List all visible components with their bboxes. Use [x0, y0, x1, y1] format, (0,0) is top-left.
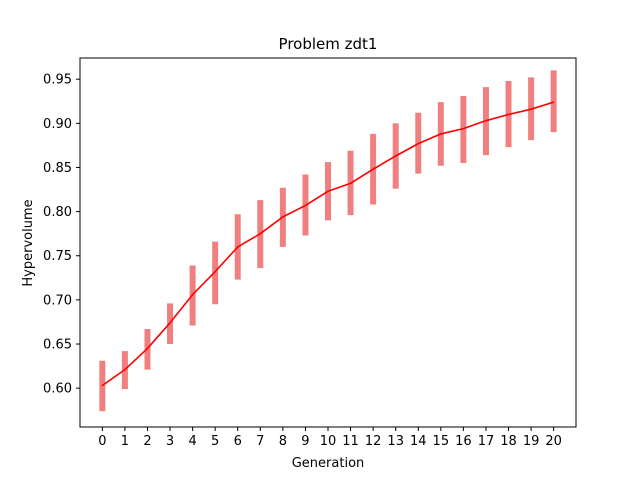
data-point — [372, 168, 374, 171]
data-point — [282, 216, 284, 218]
y-tick-label: 0.95 — [43, 73, 72, 88]
data-point — [259, 232, 262, 235]
series-line-group — [101, 101, 555, 387]
data-point — [440, 133, 442, 135]
x-tick-label: 9 — [301, 434, 309, 449]
data-point — [236, 246, 239, 248]
y-tick-label: 0.60 — [43, 382, 72, 397]
data-point — [507, 113, 510, 116]
x-tick-label: 12 — [365, 434, 382, 449]
x-tick-label: 14 — [410, 434, 427, 449]
x-axis-title: Generation — [292, 456, 365, 471]
y-tick-label: 0.90 — [43, 117, 72, 132]
data-point — [304, 204, 307, 207]
x-tick-label: 10 — [320, 434, 337, 449]
y-tick-label: 0.65 — [43, 338, 72, 353]
x-tick-label: 0 — [98, 434, 106, 449]
x-tick-label: 11 — [342, 434, 359, 449]
y-tick-label: 0.85 — [43, 161, 72, 176]
data-point — [417, 142, 420, 145]
data-point — [169, 322, 171, 324]
chart-title: Problem zdt1 — [279, 35, 378, 53]
x-tick-label: 1 — [121, 434, 129, 449]
data-point — [146, 347, 149, 350]
x-tick-label: 3 — [166, 434, 174, 449]
x-tick-label: 7 — [256, 434, 264, 449]
data-point — [124, 368, 126, 371]
data-point — [327, 190, 329, 193]
x-tick-label: 4 — [188, 434, 196, 449]
y-tick-label: 0.75 — [43, 249, 72, 264]
y-axis: 0.60 0.65 0.70 0.75 0.80 0.85 0.90 0.95 — [43, 73, 80, 397]
data-point — [214, 270, 216, 273]
x-tick-label: 16 — [455, 434, 472, 449]
x-tick-label: 17 — [478, 434, 495, 449]
x-tick-label: 20 — [545, 434, 562, 449]
data-point — [485, 119, 487, 122]
y-tick-label: 0.70 — [43, 293, 72, 308]
data-point — [191, 293, 194, 296]
data-point — [349, 182, 352, 185]
x-tick-label: 2 — [143, 434, 151, 449]
x-tick-label: 8 — [279, 434, 287, 449]
data-point — [394, 155, 397, 157]
data-point — [530, 108, 532, 111]
x-axis: 0 1 2 3 4 5 6 7 8 9 10 11 12 13 14 15 16 17 18 19 20 — [98, 427, 562, 449]
data-point — [101, 384, 104, 387]
x-tick-label: 15 — [433, 434, 450, 449]
data-point — [552, 101, 555, 103]
data-point — [462, 127, 465, 130]
x-tick-label: 6 — [234, 434, 242, 449]
x-tick-label: 18 — [500, 434, 517, 449]
y-axis-title: Hypervolume — [21, 199, 36, 286]
x-tick-label: 5 — [211, 434, 219, 449]
x-tick-label: 13 — [387, 434, 404, 449]
y-tick-label: 0.80 — [43, 205, 72, 220]
x-tick-label: 19 — [523, 434, 540, 449]
